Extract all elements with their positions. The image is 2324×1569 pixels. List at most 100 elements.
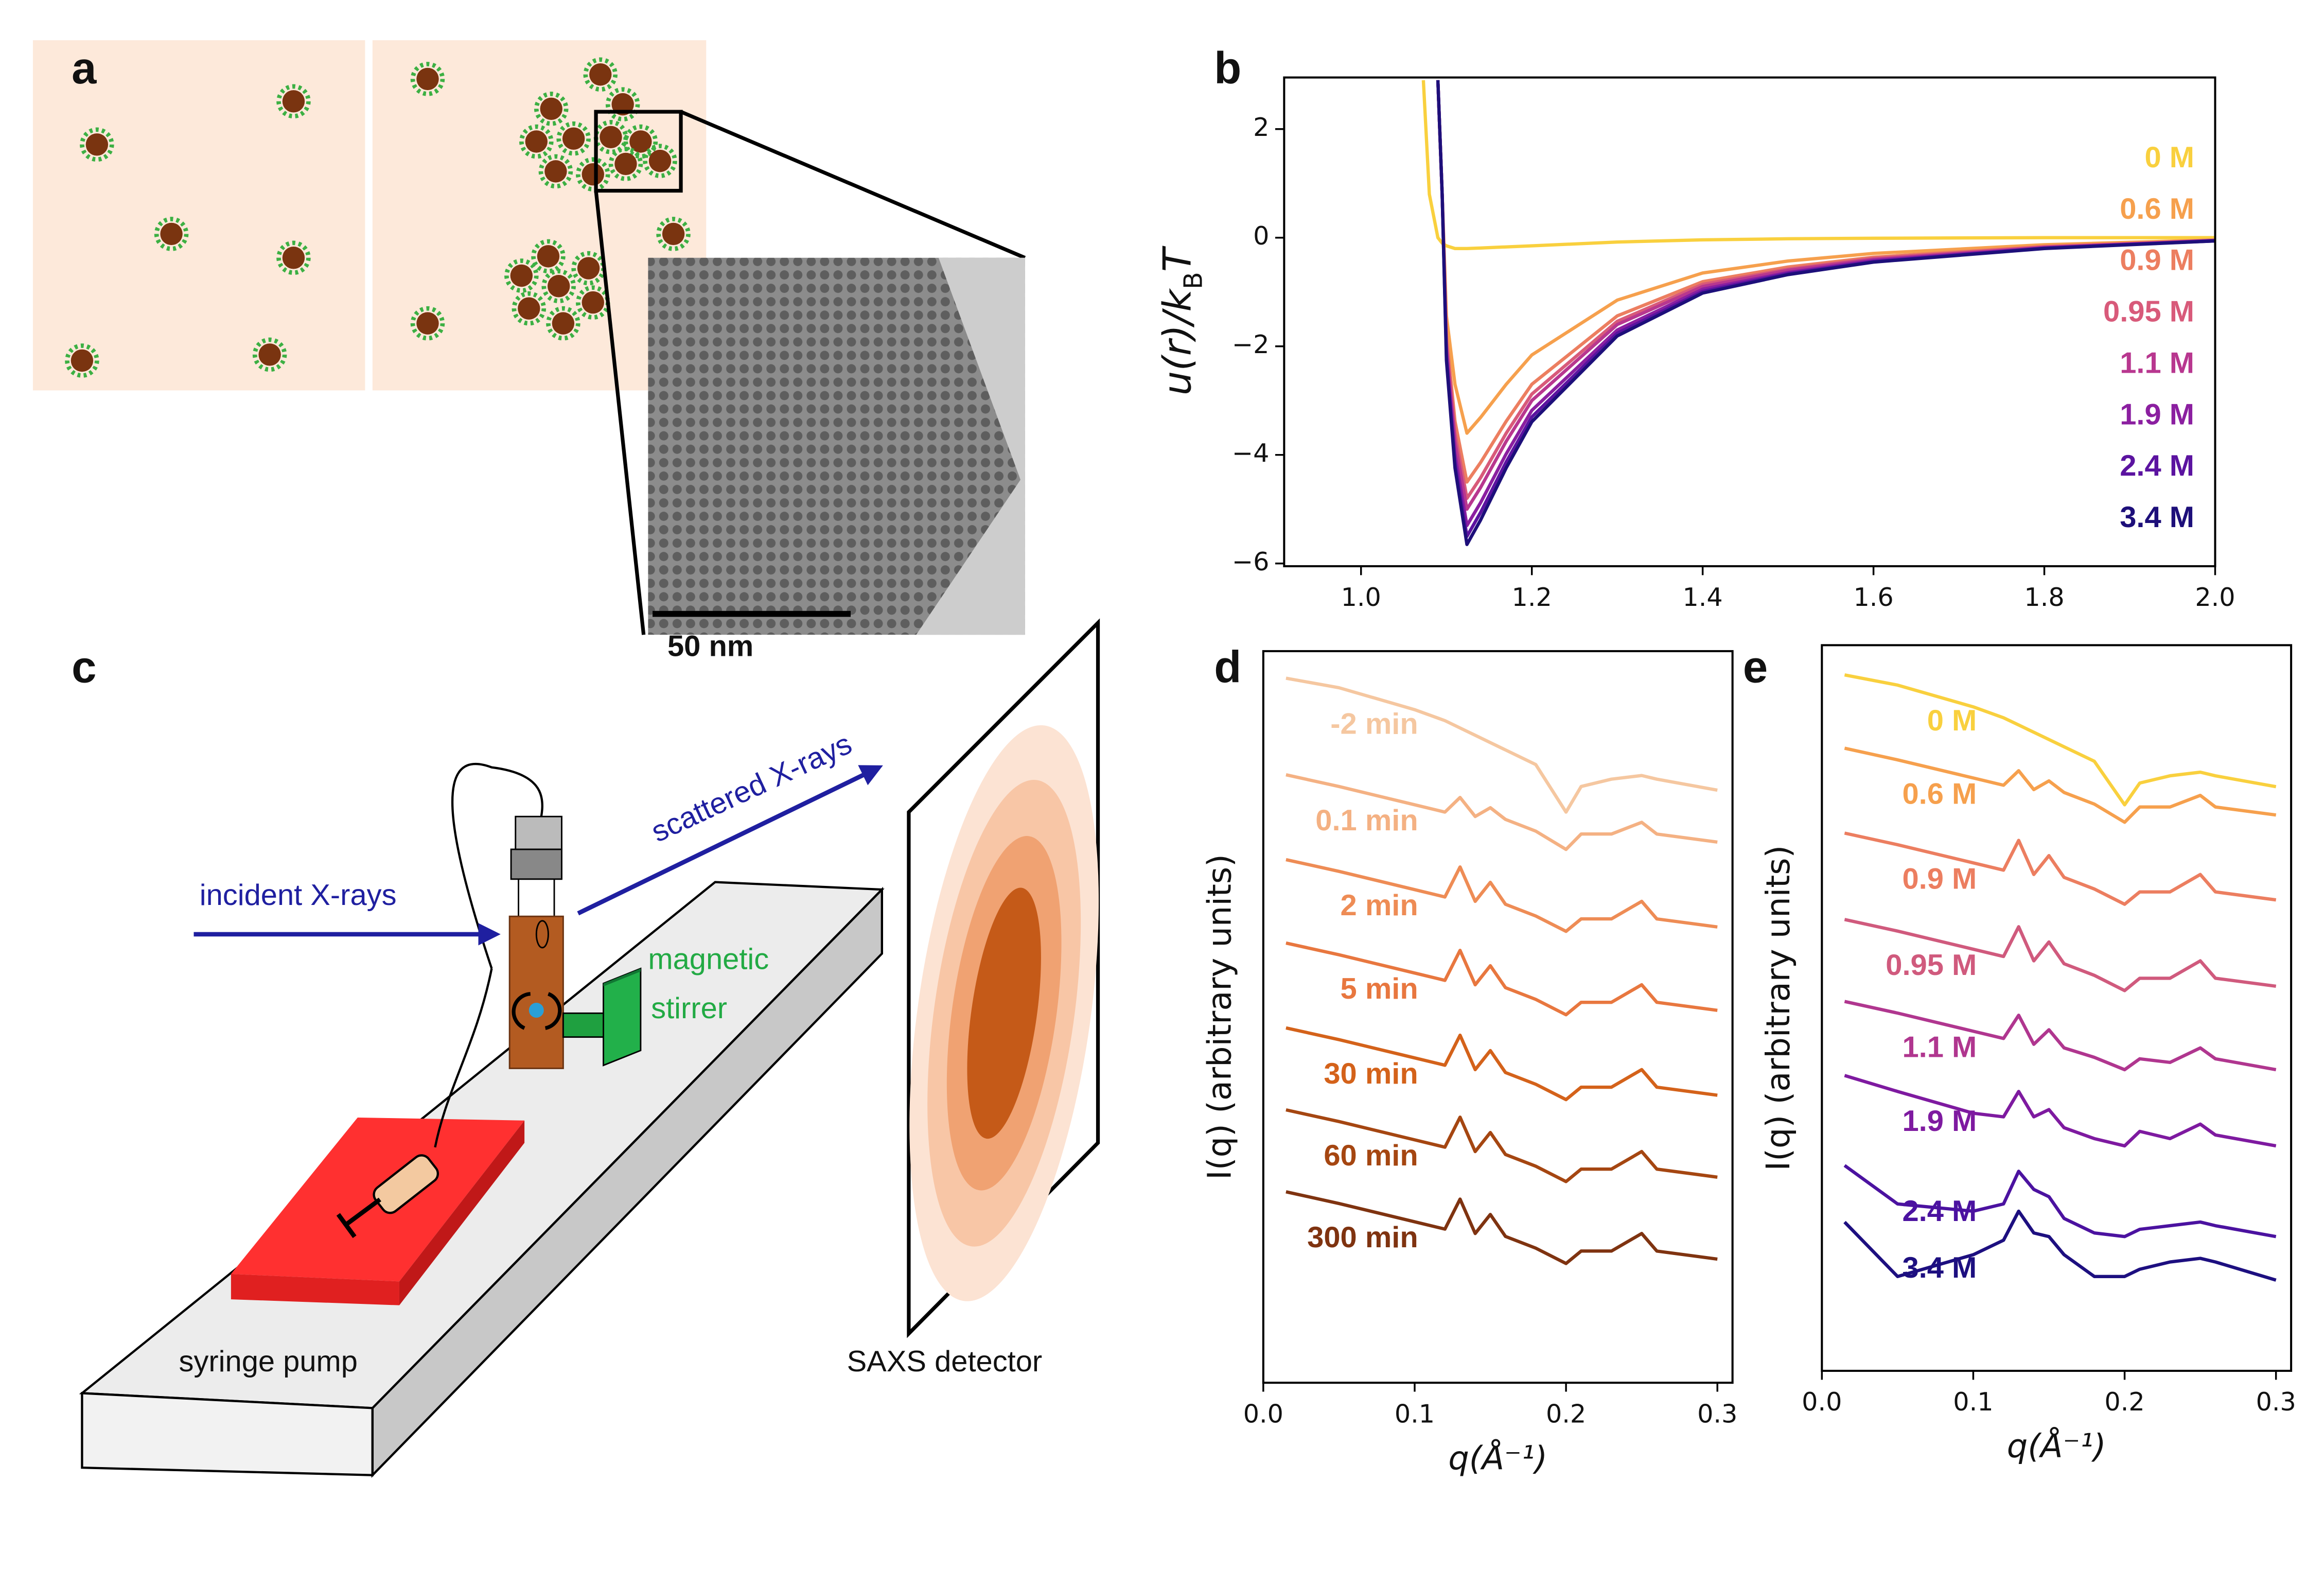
stir-bar [529, 1003, 544, 1018]
particle-shell [643, 144, 677, 178]
particle-shell [65, 343, 99, 378]
series-label: 0.6 M [1902, 777, 1977, 810]
series-line [1436, 80, 2215, 511]
particle [662, 222, 685, 246]
x-tick-label: 0.0 [1802, 1387, 1842, 1417]
chart: 0.0 0.1 0.2 0.3 0 M 0.6 M 0.9 M 0.95 M 1.1 M 1.9 … [1759, 644, 2296, 1466]
series-line [1286, 858, 1718, 933]
particle-shell [276, 84, 311, 119]
pump-front [231, 1274, 399, 1305]
series-line [1286, 676, 1718, 814]
particle [282, 247, 305, 269]
x-tick-label: 0.1 [1953, 1387, 1993, 1417]
legend-label: 1.1 M [2120, 346, 2194, 379]
x-tick-label: 2.0 [2195, 582, 2235, 612]
x-axis-label: q(Å⁻¹) [2007, 1426, 2106, 1466]
stirrer-body [603, 967, 642, 1067]
y-tick-label: −4 [1232, 438, 1270, 468]
series-label: 300 min [1307, 1221, 1418, 1254]
particle-shell [252, 337, 287, 372]
series-line [1844, 1000, 2277, 1072]
y-tick-label: −2 [1232, 329, 1270, 359]
rotation-arrow [512, 992, 562, 1030]
series-line [1436, 80, 2215, 538]
particle-shell [546, 306, 580, 341]
table-front [81, 1392, 374, 1476]
panel-label: e [1743, 642, 1768, 692]
particle [589, 63, 612, 86]
particle [518, 297, 540, 320]
series-line [1421, 80, 2215, 251]
particle-shell [623, 124, 658, 159]
series-line [1844, 1074, 2277, 1148]
particle [582, 163, 604, 186]
particle [577, 257, 600, 280]
panel-label: a [72, 43, 97, 93]
particle-shell [531, 239, 566, 274]
particle [525, 130, 548, 153]
legend-label: 2.4 M [2120, 449, 2194, 482]
axes-frame [1262, 650, 1734, 1384]
series-label: 1.9 M [1902, 1105, 1977, 1138]
legend-label: 3.4 M [2120, 501, 2194, 534]
y-axis-label: I(q) (arbitrary units) [1201, 854, 1239, 1180]
particle-shell [410, 62, 445, 96]
pump-side [399, 1120, 525, 1305]
legend-label: 0 M [2144, 141, 2194, 174]
panel-label: c [72, 642, 96, 692]
zoom-box [594, 110, 683, 193]
particle [562, 127, 585, 150]
scattered-arrow [577, 765, 883, 916]
series-line [1286, 1108, 1718, 1183]
scattering-rings [909, 725, 1099, 1301]
particle [160, 222, 183, 246]
series-label: 1.1 M [1902, 1031, 1977, 1064]
series-label: 0.95 M [1886, 949, 1977, 982]
tem-background [916, 257, 1025, 635]
dispersed-box [32, 40, 365, 391]
plot-area [1421, 80, 2215, 546]
series-line [1286, 941, 1718, 1017]
stirrer-label: stirrer [651, 992, 727, 1025]
series-line [1436, 80, 2215, 500]
particle-shell [541, 269, 576, 304]
zoom-line [680, 110, 1026, 260]
x-tick-label: 0.0 [1243, 1399, 1283, 1428]
series-label: 30 min [1324, 1057, 1418, 1090]
series-line [1843, 1164, 2277, 1239]
particle [85, 133, 109, 156]
y-tick-label: 0 [1253, 221, 1269, 251]
particle-shell [410, 306, 445, 341]
pump-label: syringe pump [179, 1345, 358, 1378]
scale-label: 50 nm [667, 630, 753, 663]
series-line [1286, 1026, 1718, 1102]
series-label: -2 min [1330, 707, 1418, 740]
axes-frame [1283, 76, 2216, 567]
tube [451, 763, 543, 969]
x-tick-label: 0.1 [1395, 1399, 1435, 1428]
series-label: 0.1 min [1315, 804, 1418, 837]
series-line [1286, 773, 1718, 851]
particle [614, 152, 637, 176]
series-label: 0 M [1927, 704, 1977, 737]
x-tick-label: 0.3 [1697, 1399, 1737, 1428]
series-label: 0.9 M [1902, 862, 1977, 895]
particle [510, 264, 533, 287]
detector-label: SAXS detector [847, 1345, 1043, 1378]
x-tick-label: 1.2 [1512, 582, 1552, 612]
x-tick-label: 1.6 [1853, 582, 1893, 612]
series-label: 3.4 M [1902, 1251, 1977, 1284]
particle-shell [154, 217, 189, 251]
particle-shell [512, 291, 547, 326]
particle [416, 312, 439, 335]
x-tick-label: 0.3 [2256, 1387, 2296, 1417]
particle [258, 343, 281, 366]
series-label: 2 min [1341, 889, 1418, 922]
series-line [1843, 1209, 2277, 1282]
particle-shell [608, 147, 643, 181]
panel-label: b [1214, 43, 1241, 93]
panel-a: 50 nm [32, 40, 1026, 663]
particle [544, 160, 567, 183]
chart: 1.0 1.2 1.4 1.6 1.8 2.0 −6 −4 −2 0 2 0 M 0.6 M 0.9 M 0… [1154, 76, 2235, 612]
